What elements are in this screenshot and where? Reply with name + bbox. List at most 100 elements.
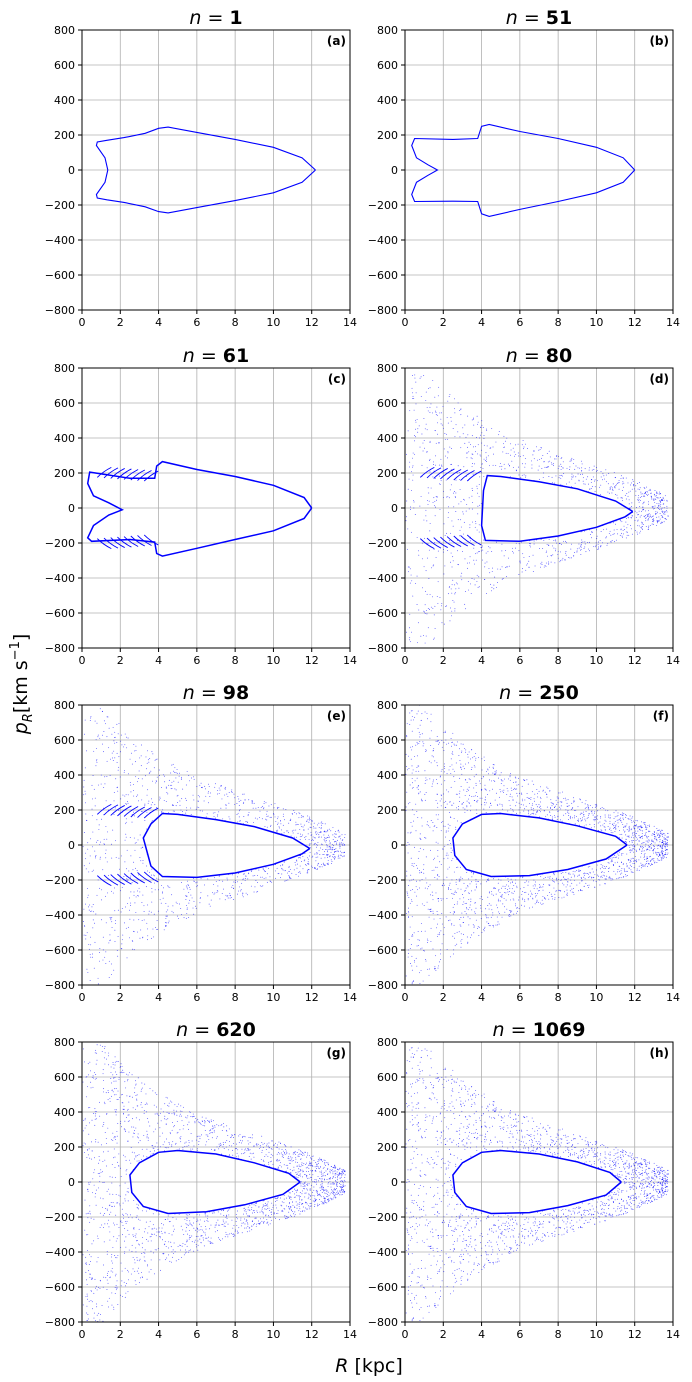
scatter-point <box>504 906 505 908</box>
scatter-point <box>458 806 459 807</box>
scatter-point <box>646 490 648 492</box>
scatter-point <box>662 497 664 499</box>
scatter-point <box>259 1145 261 1147</box>
scatter-point <box>410 874 412 876</box>
scatter-point <box>635 840 637 842</box>
scatter-point <box>564 891 565 893</box>
scatter-point <box>117 790 119 792</box>
scatter-point <box>528 560 530 562</box>
scatter-point <box>419 734 421 736</box>
scatter-point <box>408 917 410 918</box>
scatter-point <box>311 820 312 822</box>
scatter-point <box>178 775 180 777</box>
scatter-point <box>340 854 342 856</box>
scatter-point <box>623 819 625 821</box>
filament <box>466 470 482 482</box>
scatter-point <box>595 816 597 818</box>
scatter-point <box>287 832 289 834</box>
scatter-point <box>637 525 639 527</box>
scatter-point <box>433 497 435 499</box>
scatter-point <box>434 877 436 879</box>
scatter-point <box>545 815 547 817</box>
scatter-point <box>498 923 500 925</box>
scatter-point <box>583 885 585 887</box>
scatter-point <box>459 796 461 798</box>
panel-title-var: n <box>499 682 511 704</box>
scatter-point <box>195 882 197 884</box>
scatter-point <box>100 774 102 776</box>
filament <box>117 805 132 817</box>
scatter-point <box>591 537 593 539</box>
scatter-point <box>625 874 626 876</box>
scatter-point <box>282 816 284 818</box>
scatter-point <box>535 896 536 898</box>
scatter-point <box>533 879 535 881</box>
scatter-point <box>543 810 545 812</box>
scatter-point <box>500 895 502 897</box>
scatter-point <box>113 740 115 742</box>
scatter-point <box>133 795 135 797</box>
scatter-point <box>637 519 639 521</box>
filament <box>110 468 125 479</box>
scatter-point <box>534 565 536 567</box>
scatter-point <box>637 497 639 499</box>
scatter-point <box>425 750 427 752</box>
filament <box>433 468 448 479</box>
scatter-point <box>585 800 587 802</box>
scatter-point <box>453 770 455 772</box>
scatter-point <box>487 879 489 881</box>
scatter-point <box>205 795 207 797</box>
scatter-point <box>651 864 653 865</box>
scatter-point <box>430 911 432 912</box>
scatter-point <box>640 862 642 864</box>
scatter-point <box>314 867 316 869</box>
orbit-curve <box>452 812 628 878</box>
scatter-point <box>107 831 108 833</box>
scatter-point <box>136 870 138 872</box>
scatter-point <box>591 486 593 488</box>
scatter-point <box>540 797 542 799</box>
scatter-point <box>111 917 113 918</box>
scatter-point <box>608 862 610 864</box>
scatter-point <box>562 557 564 559</box>
scatter-point <box>182 811 184 812</box>
scatter-point <box>579 818 581 820</box>
scatter-point <box>238 890 240 892</box>
scatter-point <box>501 566 503 568</box>
scatter-point <box>559 890 561 892</box>
scatter-point <box>194 905 196 907</box>
scatter-point <box>413 409 415 411</box>
scatter-point <box>232 874 234 876</box>
scatter-point <box>438 965 439 967</box>
scatter-point <box>426 593 428 595</box>
y-tick-label: −800 <box>368 304 398 317</box>
scatter-point <box>185 1141 187 1143</box>
scatter-point <box>492 894 494 896</box>
scatter-point <box>453 776 455 778</box>
scatter-point <box>409 712 411 714</box>
scatter-point <box>186 880 188 882</box>
scatter-point <box>571 808 573 810</box>
scatter-point <box>470 898 472 900</box>
scatter-point <box>663 843 665 845</box>
scatter-point <box>509 910 511 911</box>
scatter-point <box>540 563 542 565</box>
scatter-point <box>440 775 442 777</box>
scatter-point <box>420 838 421 840</box>
scatter-point <box>584 483 586 485</box>
scatter-point <box>622 530 624 532</box>
scatter-point <box>531 906 533 908</box>
scatter-point <box>541 457 542 459</box>
scatter-point <box>499 791 501 793</box>
scatter-point <box>201 810 203 812</box>
scatter-point <box>89 699 90 700</box>
scatter-point <box>214 783 216 785</box>
scatter-point <box>467 415 469 417</box>
scatter-point <box>620 877 622 879</box>
scatter-point <box>151 891 153 893</box>
scatter-point <box>294 862 296 864</box>
scatter-point <box>591 479 593 481</box>
scatter-point <box>417 743 418 745</box>
scatter-point <box>320 831 322 833</box>
scatter-point <box>460 925 462 927</box>
